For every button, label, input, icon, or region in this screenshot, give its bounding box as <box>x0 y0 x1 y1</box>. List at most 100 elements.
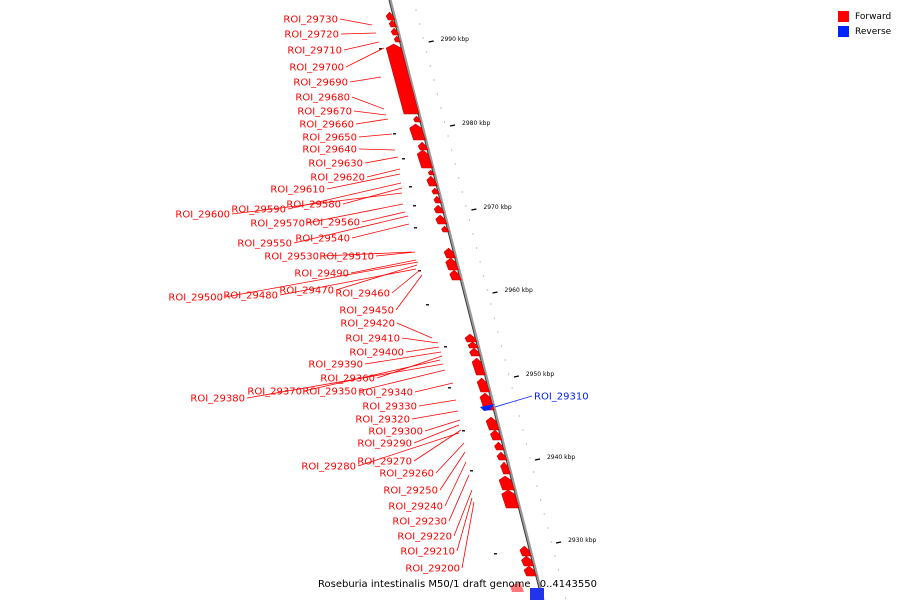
leader-line <box>418 399 457 407</box>
feature-label: ROI_29380 <box>190 394 245 405</box>
leader-line <box>355 118 389 125</box>
major-tick <box>513 375 519 378</box>
feature-label: ROI_29230 <box>392 517 447 528</box>
gene-forward <box>426 175 438 187</box>
gene-forward <box>476 377 491 393</box>
leader-line <box>358 369 446 392</box>
feature-label: ROI_29690 <box>293 78 348 89</box>
feature-label: ROI_29210 <box>400 547 455 558</box>
feature-label: ROI_29490 <box>294 269 349 280</box>
leader-line <box>444 461 467 507</box>
gene-forward <box>469 347 481 357</box>
gene-forward <box>485 416 500 431</box>
edge-feature-reverse <box>530 588 544 600</box>
gene-forward <box>467 341 479 349</box>
gene-forward <box>409 123 426 141</box>
gene-forward <box>445 257 460 271</box>
gene-forward <box>416 149 434 169</box>
gene-forward <box>385 11 396 21</box>
feature-label: ROI_29370 <box>247 387 302 398</box>
feature-label: ROI_29680 <box>295 93 350 104</box>
gene-forward <box>413 115 422 123</box>
genome-name: Roseburia intestinalis M50/1 draft genom… <box>318 579 531 590</box>
leader-line <box>351 223 410 239</box>
leader-line <box>345 47 385 68</box>
gene-forward <box>501 489 520 509</box>
leader-line <box>424 419 461 432</box>
leader-line <box>349 76 382 83</box>
leader-line <box>293 215 409 244</box>
gene-forward <box>500 461 511 475</box>
gene-forward <box>490 429 503 441</box>
feature-label: ROI_29260 <box>379 469 434 480</box>
genome-caption: Roseburia intestinalis M50/1 draft genom… <box>318 579 597 590</box>
genome-range: 0..4143550 <box>539 579 597 590</box>
minor-feature <box>470 470 473 472</box>
feature-label: ROI_29240 <box>388 502 443 513</box>
leader-line <box>224 261 419 298</box>
minor-feature <box>393 133 396 135</box>
feature-label: ROI_29660 <box>299 120 354 131</box>
tick-label: 2980 kbp <box>462 120 490 127</box>
gene-forward <box>388 19 398 28</box>
gene-forward <box>433 204 445 214</box>
feature-label: ROI_29610 <box>270 185 325 196</box>
feature-label: ROI_29450 <box>339 306 394 317</box>
minor-feature <box>413 205 416 207</box>
leader-line <box>391 269 421 294</box>
feature-label: ROI_29220 <box>397 532 452 543</box>
leader-line <box>366 168 401 178</box>
legend-forward: Forward <box>838 9 891 24</box>
minor-feature <box>444 346 447 348</box>
leader-line <box>411 410 459 420</box>
gene-forward <box>464 333 478 343</box>
minor-feature <box>379 48 382 50</box>
feature-label: ROI_29390 <box>308 360 363 371</box>
gene-forward <box>496 451 508 461</box>
leader-line <box>358 133 393 138</box>
leader-line <box>413 424 460 444</box>
feature-label: ROI_29470 <box>279 286 334 297</box>
minor-feature <box>448 387 451 389</box>
gene-forward <box>433 195 443 204</box>
minor-feature <box>462 430 465 432</box>
feature-label: ROI_29630 <box>308 159 363 170</box>
leader-line <box>246 363 444 399</box>
gene-forward <box>494 441 505 451</box>
leader-line <box>320 251 413 257</box>
leader-line <box>231 192 403 215</box>
gene-forward <box>431 187 440 195</box>
feature-label: ROI_29280 <box>301 462 356 473</box>
leader-line <box>357 432 460 467</box>
gene-forward <box>390 27 400 36</box>
tick-label: 2940 kbp <box>547 454 575 461</box>
leader-line <box>375 251 416 257</box>
feature-label: ROI_29340 <box>358 388 413 399</box>
legend-forward-label: Forward <box>855 11 892 22</box>
legend-reverse: Reverse <box>838 24 891 39</box>
leader-line <box>461 501 475 569</box>
feature-label: ROI_29570 <box>250 219 305 230</box>
feature-label: ROI_29550 <box>237 239 292 250</box>
leader-line <box>351 96 385 110</box>
leader-line <box>364 351 442 365</box>
leader-line <box>358 148 396 151</box>
minor-feature <box>402 158 405 160</box>
backbone <box>388 0 545 600</box>
gene-forward <box>417 141 429 151</box>
gene-forward <box>519 545 532 557</box>
feature-label: ROI_29700 <box>289 63 344 74</box>
leader-line <box>414 382 454 393</box>
leader-line <box>364 156 399 164</box>
gene-forward <box>435 214 448 225</box>
leader-line <box>439 451 466 491</box>
feature-label: ROI_29460 <box>335 289 390 300</box>
major-tick <box>428 40 434 43</box>
feature-label: ROI_29500 <box>168 293 223 304</box>
gene-forward <box>443 247 456 259</box>
major-tick <box>471 208 477 211</box>
feature-label: ROI_29720 <box>284 30 339 41</box>
leader-line <box>405 346 440 353</box>
feature-label: ROI_29400 <box>349 348 404 359</box>
